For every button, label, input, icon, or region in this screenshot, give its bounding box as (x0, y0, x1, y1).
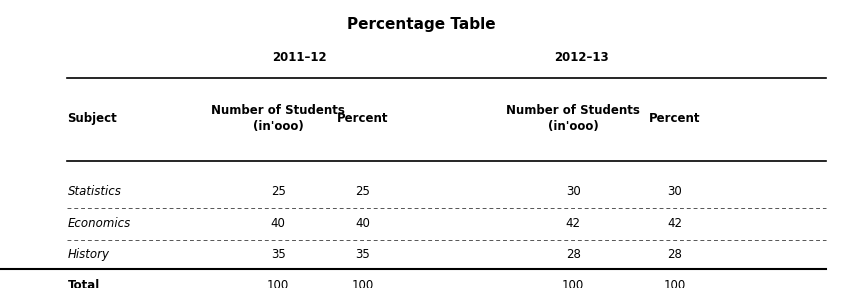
Text: 42: 42 (566, 217, 581, 230)
Text: 2012–13: 2012–13 (555, 51, 609, 64)
Text: Percent: Percent (336, 111, 389, 125)
Text: Percent: Percent (648, 111, 701, 125)
Text: 30: 30 (566, 185, 581, 198)
Text: History: History (67, 248, 110, 262)
Text: 42: 42 (667, 217, 682, 230)
Text: 100: 100 (352, 278, 373, 288)
Text: 35: 35 (355, 248, 370, 262)
Text: 2011–12: 2011–12 (272, 51, 326, 64)
Text: 40: 40 (355, 217, 370, 230)
Text: 28: 28 (667, 248, 682, 262)
Text: 35: 35 (271, 248, 286, 262)
Text: Statistics: Statistics (67, 185, 121, 198)
Text: 100: 100 (663, 278, 685, 288)
Text: Number of Students
(in'ooo): Number of Students (in'ooo) (507, 104, 640, 132)
Text: Number of Students
(in'ooo): Number of Students (in'ooo) (212, 104, 345, 132)
Text: Subject: Subject (67, 111, 117, 125)
Text: 28: 28 (566, 248, 581, 262)
Text: 100: 100 (267, 278, 289, 288)
Text: 25: 25 (271, 185, 286, 198)
Text: 100: 100 (562, 278, 584, 288)
Text: Percentage Table: Percentage Table (347, 17, 496, 32)
Text: Total: Total (67, 278, 99, 288)
Text: 30: 30 (667, 185, 682, 198)
Text: Economics: Economics (67, 217, 131, 230)
Text: 40: 40 (271, 217, 286, 230)
Text: 25: 25 (355, 185, 370, 198)
